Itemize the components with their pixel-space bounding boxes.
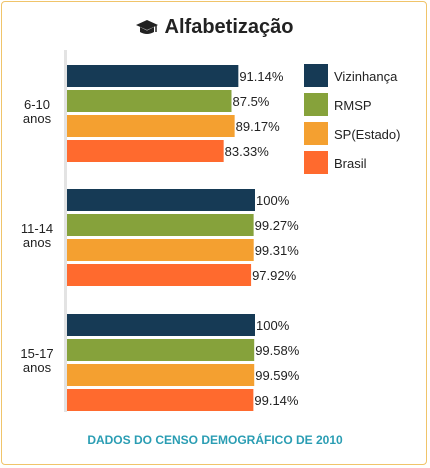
legend-label: SP(Estado) <box>334 127 400 142</box>
legend-label: RMSP <box>334 98 372 113</box>
data-source-note: DADOS DO CENSO DEMOGRÁFICO DE 2010 <box>87 433 343 447</box>
bar-1-3 <box>67 115 235 137</box>
data-label: 100% <box>256 193 290 208</box>
bar-3-3 <box>67 364 255 386</box>
category-label: anos <box>23 235 52 250</box>
data-label: 99.59% <box>255 368 300 383</box>
bar-2-3 <box>67 239 254 261</box>
category-label: 6-10 <box>24 97 50 112</box>
bar-1-2 <box>67 90 232 112</box>
data-label: 99.27% <box>255 218 300 233</box>
legend-swatch <box>304 151 328 174</box>
graduation-cap-icon <box>135 19 158 34</box>
data-label: 97.92% <box>252 268 297 283</box>
bar-2-2 <box>67 214 254 236</box>
category-label: 15-17 <box>20 346 53 361</box>
legend-swatch <box>304 93 328 116</box>
data-label: 99.58% <box>255 343 300 358</box>
bar-2-1 <box>67 189 255 211</box>
bar-3-1 <box>67 314 255 336</box>
bar-3-4 <box>67 389 254 411</box>
data-label: 100% <box>256 318 290 333</box>
legend-swatch <box>304 122 328 145</box>
category-label: anos <box>23 360 52 375</box>
bar-3-2 <box>67 339 255 361</box>
data-label: 89.17% <box>236 119 281 134</box>
chart-title: Alfabetização <box>0 16 428 39</box>
y-axis-line <box>64 50 67 412</box>
data-label: 91.14% <box>239 69 284 84</box>
legend-label: Vizinhança <box>334 69 398 84</box>
category-label: 11-14 <box>21 221 53 236</box>
legend-swatch <box>304 64 328 87</box>
data-label: 87.5% <box>233 94 270 109</box>
bar-2-4 <box>67 264 252 286</box>
data-label: 99.14% <box>254 393 299 408</box>
chart-title-text: Alfabetização <box>164 16 294 38</box>
bar-1-4 <box>67 140 224 162</box>
legend-label: Brasil <box>334 156 367 171</box>
data-label: 83.33% <box>225 144 270 159</box>
bar-1-1 <box>67 65 239 87</box>
data-label: 99.31% <box>255 243 300 258</box>
category-label: anos <box>23 111 52 126</box>
